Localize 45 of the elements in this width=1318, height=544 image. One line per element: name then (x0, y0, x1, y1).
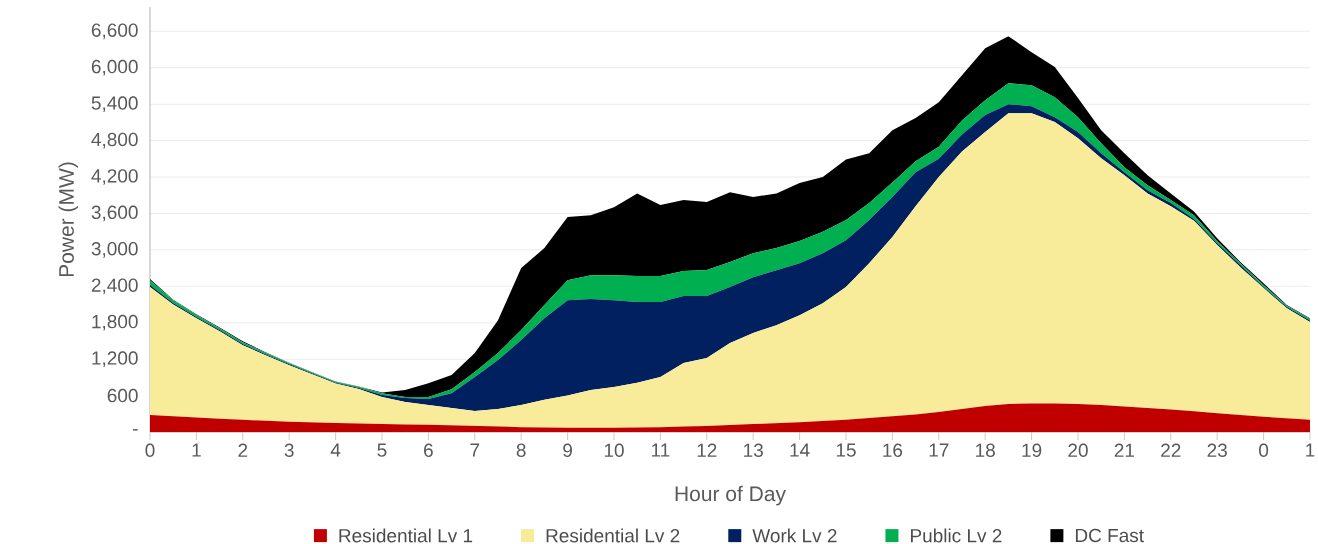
x-tick-label: 0 (145, 443, 155, 457)
x-tick-label: 8 (516, 443, 526, 457)
legend-label: Residential Lv 2 (546, 528, 680, 543)
y-tick-label: 6,600 (91, 23, 138, 40)
x-tick-label: 10 (604, 443, 624, 457)
x-tick-label: 11 (651, 443, 670, 457)
x-tick-label: 1 (1306, 443, 1315, 457)
x-tick-label: 23 (1207, 443, 1227, 457)
legend-label: DC Fast (1075, 528, 1144, 543)
x-tick-label: 5 (377, 443, 387, 457)
x-tick-label: 7 (470, 443, 480, 457)
y-tick-label: 3,000 (91, 242, 138, 258)
y-tick-label: 2,400 (91, 278, 138, 295)
x-tick-label: 19 (1022, 443, 1042, 457)
y-tick-label: 3,600 (91, 205, 138, 222)
x-tick-label: 1 (192, 443, 201, 457)
x-tick-label: 18 (976, 443, 995, 457)
y-tick-label: 6,000 (91, 59, 138, 76)
x-tick-label: 13 (744, 443, 763, 457)
y-tick-label: 4,200 (91, 169, 138, 185)
legend-label: Work Lv 2 (752, 528, 837, 543)
x-tick-label: 16 (883, 443, 903, 457)
x-tick-label: 17 (929, 443, 949, 457)
y-tick-label: 600 (107, 388, 138, 403)
x-tick-label: 21 (1114, 443, 1135, 457)
x-tick-label: 9 (563, 443, 572, 457)
x-tick-label: 4 (330, 443, 341, 457)
x-tick-label: 14 (790, 443, 810, 457)
legend-label: Public Lv 2 (911, 528, 1002, 543)
y-tick-label: 1,800 (92, 314, 138, 331)
x-tick-label: 15 (836, 443, 856, 457)
x-tick-label: 22 (1161, 443, 1181, 457)
y-tick-label: 4,800 (91, 132, 138, 149)
x-axis-title: Hour of Day (675, 485, 786, 506)
x-tick-label: 20 (1068, 443, 1088, 457)
y-axis-title: Power (MW) (58, 162, 79, 277)
x-tick-label: 0 (1259, 443, 1269, 457)
legend-label: Residential Lv 1 (339, 528, 473, 543)
y-tick-label: 1,200 (92, 351, 138, 367)
y-tick-label: - (132, 429, 138, 431)
x-tick-label: 2 (238, 443, 248, 457)
x-tick-label: 12 (697, 443, 717, 457)
x-tick-label: 6 (424, 443, 433, 457)
y-tick-label: 5,400 (91, 96, 138, 112)
x-tick-label: 3 (284, 443, 294, 457)
